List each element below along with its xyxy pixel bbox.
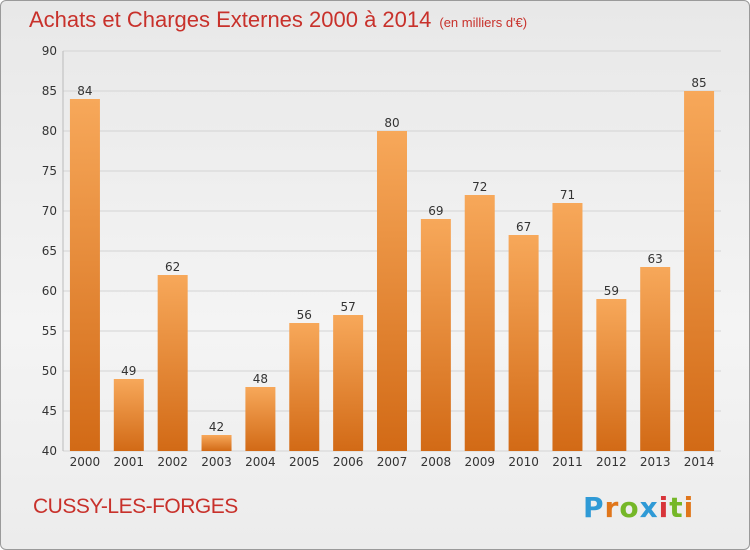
bar-2012 — [596, 299, 627, 451]
y-tick-label: 60 — [42, 284, 57, 298]
x-tick-label-2007: 2007 — [377, 455, 408, 469]
data-label-2008: 69 — [428, 204, 443, 218]
x-axis-ticks: 2000 2001 2002 2003 2004 2005 2006 2007 2008 2009… — [70, 455, 715, 469]
x-tick-label-2004: 2004 — [245, 455, 276, 469]
bar-2005 — [289, 323, 320, 451]
y-tick-label: 90 — [42, 44, 57, 58]
bars — [69, 91, 715, 451]
data-label-2013: 63 — [648, 252, 663, 266]
bar-2009 — [464, 195, 495, 451]
data-labels: 84 49 62 42 48 56 57 80 69 72 67 71 59 63 85 — [77, 76, 706, 434]
y-tick-label: 80 — [42, 124, 57, 138]
x-tick-label-2008: 2008 — [421, 455, 452, 469]
data-label-2000: 84 — [77, 84, 92, 98]
bar-2003 — [201, 435, 232, 451]
y-tick-label: 45 — [42, 404, 57, 418]
bar-2008 — [420, 219, 451, 451]
bar-2002 — [157, 275, 188, 451]
bar-2014 — [684, 91, 715, 451]
data-label-2009: 72 — [472, 180, 487, 194]
data-label-2010: 67 — [516, 220, 531, 234]
data-label-2006: 57 — [340, 300, 355, 314]
bar-2011 — [552, 203, 583, 451]
bar-2004 — [245, 387, 276, 451]
chart-title: Achats et Charges Externes 2000 à 2014 (e… — [29, 7, 527, 33]
y-axis-ticks: 40 45 50 55 60 65 70 75 80 85 90 — [42, 44, 57, 458]
data-label-2001: 49 — [121, 364, 136, 378]
y-tick-label: 55 — [42, 324, 57, 338]
x-tick-label-2005: 2005 — [289, 455, 320, 469]
bar-2006 — [333, 315, 364, 451]
data-label-2003: 42 — [209, 420, 224, 434]
data-label-2014: 85 — [691, 76, 706, 90]
data-label-2004: 48 — [253, 372, 268, 386]
data-label-2012: 59 — [604, 284, 619, 298]
chart-unit-label: (en milliers d'€) — [439, 15, 528, 30]
y-tick-label: 75 — [42, 164, 57, 178]
bar-2007 — [377, 131, 407, 451]
x-tick-label-2012: 2012 — [596, 455, 627, 469]
y-tick-label: 85 — [42, 84, 57, 98]
x-tick-label-2006: 2006 — [333, 455, 364, 469]
x-tick-label-2003: 2003 — [201, 455, 232, 469]
data-label-2002: 62 — [165, 260, 180, 274]
x-tick-label-2009: 2009 — [464, 455, 495, 469]
bar-2001 — [113, 379, 144, 451]
data-label-2011: 71 — [560, 188, 575, 202]
y-tick-label: 65 — [42, 244, 57, 258]
chart-title-text: Achats et Charges Externes 2000 à 2014 — [29, 7, 432, 32]
x-tick-label-2010: 2010 — [508, 455, 539, 469]
x-tick-label-2011: 2011 — [552, 455, 583, 469]
data-label-2005: 56 — [297, 308, 312, 322]
bar-2000 — [69, 99, 100, 451]
x-tick-label-2001: 2001 — [114, 455, 145, 469]
y-tick-label: 70 — [42, 204, 57, 218]
y-tick-label: 40 — [42, 444, 57, 458]
data-label-2007: 80 — [384, 116, 399, 130]
bar-2013 — [640, 267, 671, 451]
y-tick-label: 50 — [42, 364, 57, 378]
x-tick-label-2002: 2002 — [157, 455, 188, 469]
bar-2010 — [508, 235, 539, 451]
x-tick-label-2000: 2000 — [70, 455, 101, 469]
x-tick-label-2014: 2014 — [684, 455, 715, 469]
town-name: CUSSY-LES-FORGES — [33, 495, 238, 518]
proxiti-logo: Proxiti — [583, 491, 695, 524]
x-tick-label-2013: 2013 — [640, 455, 671, 469]
